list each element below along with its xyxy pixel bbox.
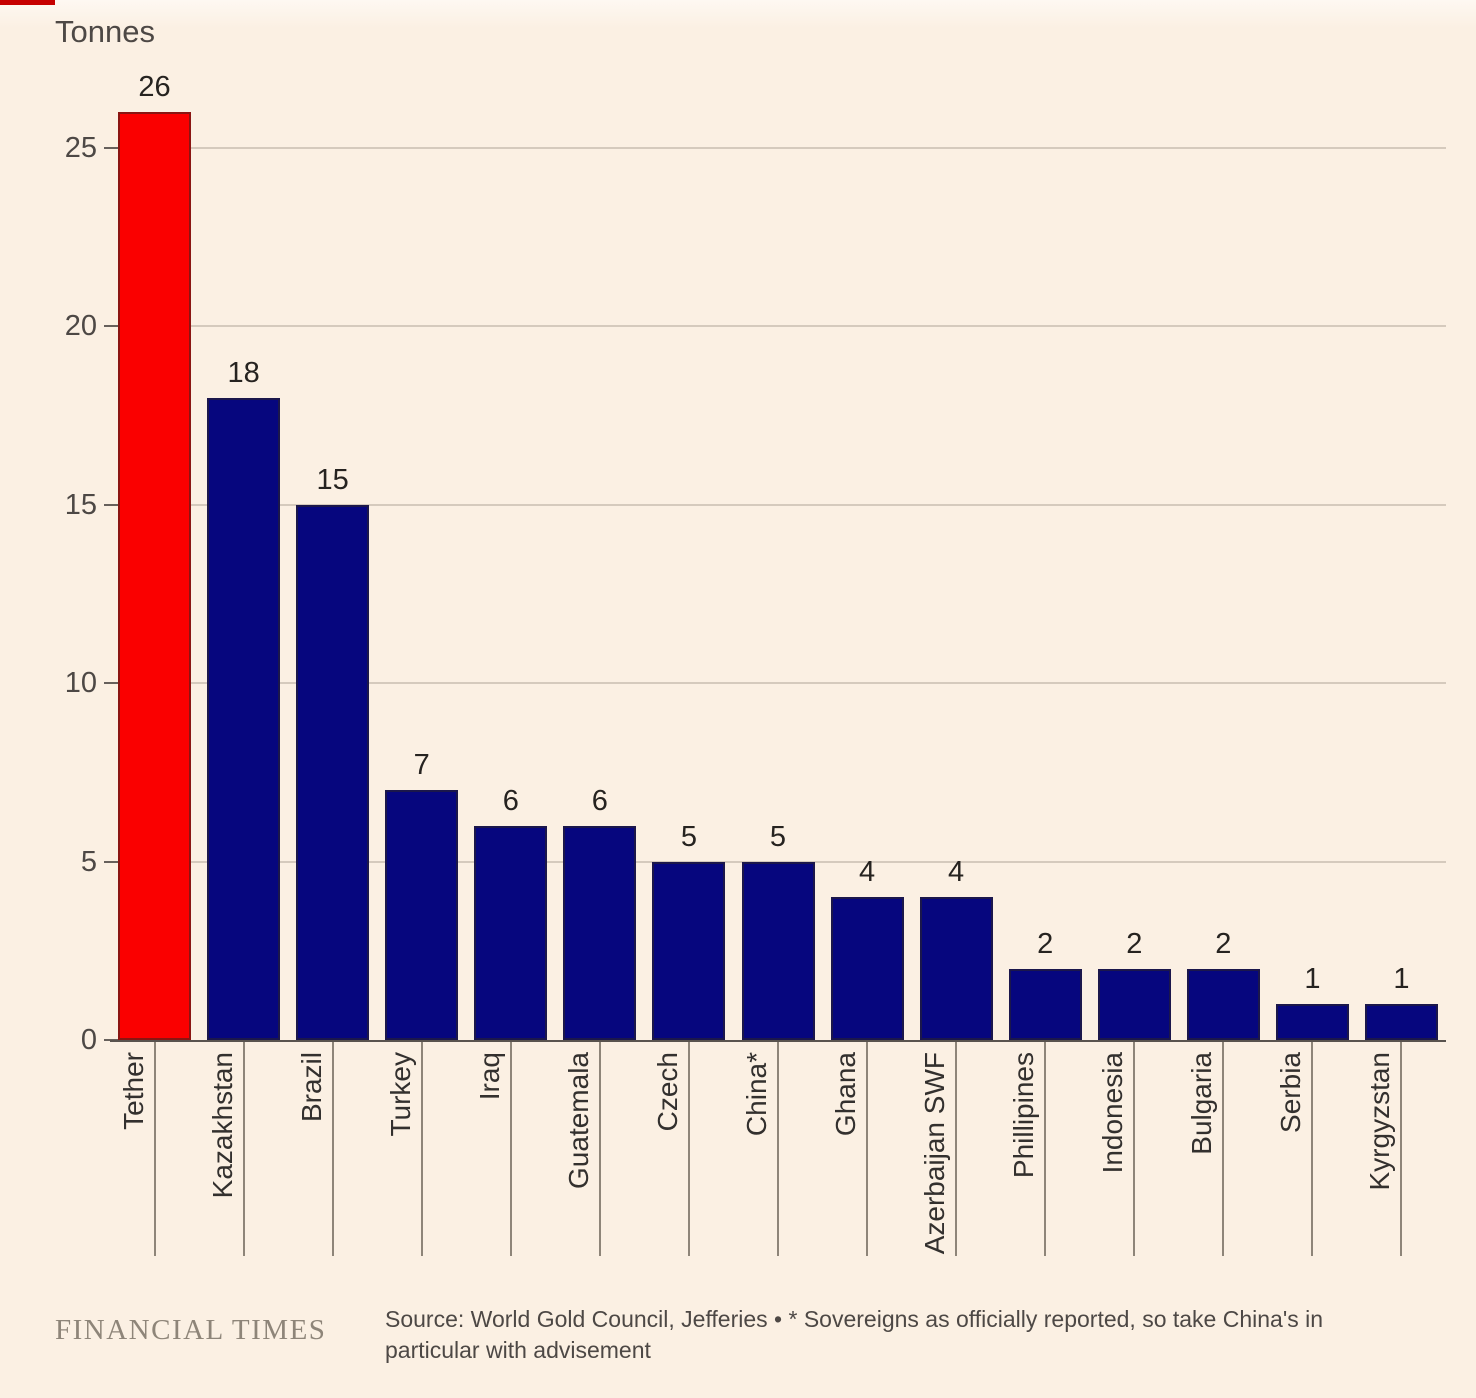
category-label: Phillipines bbox=[1008, 1052, 1040, 1179]
bar-value-label: 1 bbox=[1304, 963, 1321, 996]
bar-value-label: 5 bbox=[769, 820, 787, 853]
category-label: Iraq bbox=[473, 1052, 505, 1101]
category-label: Indonesia bbox=[1097, 1052, 1129, 1174]
top-band bbox=[0, 0, 1476, 28]
financial-times-logo: FINANCIAL TIMES bbox=[55, 1314, 327, 1346]
category-tick bbox=[1311, 1042, 1314, 1256]
bar-chart: 0 5 10 15 20 25 26 Tether 18 Kazakhstan 15 Brazil 7 T… bbox=[64, 71, 1446, 1256]
category-tick bbox=[866, 1042, 869, 1256]
bar bbox=[1364, 1004, 1438, 1040]
category-label: Serbia bbox=[1275, 1052, 1307, 1133]
category-tick bbox=[1133, 1042, 1136, 1256]
bar-value-label: 15 bbox=[316, 463, 349, 496]
top-left-red-dash bbox=[0, 0, 55, 5]
y-axis-tick bbox=[104, 860, 118, 863]
category-tick bbox=[1044, 1042, 1047, 1256]
bar-value-label: 5 bbox=[680, 820, 697, 853]
bar bbox=[1275, 1004, 1349, 1040]
category-label: Bulgaria bbox=[1186, 1052, 1218, 1155]
bar-value-label: 4 bbox=[858, 856, 876, 889]
bar-value-label: 7 bbox=[413, 749, 430, 782]
category-tick bbox=[1400, 1042, 1403, 1256]
gridline bbox=[118, 682, 1446, 685]
bar bbox=[563, 825, 637, 1040]
gridline bbox=[118, 503, 1446, 506]
category-label: China* bbox=[741, 1052, 772, 1137]
bar-value-label: 18 bbox=[227, 356, 260, 389]
category-tick bbox=[1222, 1042, 1225, 1256]
bar bbox=[207, 397, 281, 1040]
y-tick-label: 25 bbox=[64, 132, 97, 164]
bar-value-label: 26 bbox=[138, 71, 171, 104]
gridline bbox=[118, 325, 1446, 328]
bar bbox=[296, 504, 370, 1040]
category-label: Brazil bbox=[295, 1052, 327, 1123]
category-label: Kazakhstan bbox=[206, 1052, 238, 1199]
bar bbox=[1186, 968, 1260, 1040]
bar-value-label: 6 bbox=[591, 784, 608, 817]
y-tick-label: 20 bbox=[64, 310, 97, 343]
category-tick bbox=[242, 1042, 245, 1256]
category-label: Tether bbox=[117, 1052, 149, 1130]
bar-highlight bbox=[118, 112, 192, 1040]
bar bbox=[1097, 968, 1171, 1040]
y-tick-label: 5 bbox=[80, 845, 97, 878]
bar-value-label: 2 bbox=[1037, 927, 1054, 960]
category-tick bbox=[687, 1042, 690, 1256]
y-axis-unit-label: Tonnes bbox=[55, 14, 155, 49]
y-tick-label: 15 bbox=[64, 488, 97, 521]
y-axis-tick bbox=[104, 682, 118, 685]
bar bbox=[385, 790, 459, 1040]
bar-value-label: 1 bbox=[1393, 963, 1410, 996]
category-label: Czech bbox=[651, 1052, 683, 1132]
category-tick bbox=[509, 1042, 512, 1256]
y-tick-label: 0 bbox=[80, 1024, 97, 1056]
bar bbox=[652, 861, 726, 1040]
bar bbox=[830, 897, 904, 1040]
category-label: Turkey bbox=[384, 1052, 416, 1137]
category-label: Kyrgyzstan bbox=[1364, 1052, 1396, 1191]
x-axis-line bbox=[110, 1040, 1446, 1042]
bar-value-label: 2 bbox=[1215, 927, 1232, 960]
category-label: Ghana bbox=[830, 1052, 862, 1137]
bar-value-label: 2 bbox=[1126, 927, 1143, 960]
y-tick-label: 10 bbox=[64, 667, 97, 700]
gridline bbox=[118, 147, 1446, 149]
category-tick bbox=[955, 1042, 958, 1256]
category-label: Guatemala bbox=[562, 1052, 594, 1189]
y-axis-tick bbox=[104, 325, 118, 328]
bar bbox=[919, 897, 993, 1040]
source-note: Source: World Gold Council, Jefferies • … bbox=[385, 1306, 1324, 1363]
category-tick bbox=[153, 1042, 156, 1256]
bar bbox=[474, 825, 548, 1040]
bar-value-label: 6 bbox=[502, 784, 519, 817]
y-axis-tick bbox=[104, 503, 118, 506]
bar-value-label: 4 bbox=[948, 856, 965, 889]
category-tick bbox=[331, 1042, 334, 1256]
bar bbox=[741, 861, 815, 1040]
category-tick bbox=[777, 1042, 779, 1256]
category-label: Azerbaijan SWF bbox=[919, 1052, 951, 1255]
category-tick bbox=[420, 1042, 423, 1256]
y-axis-tick bbox=[104, 147, 118, 149]
bar bbox=[1008, 968, 1082, 1040]
category-tick bbox=[598, 1042, 601, 1256]
